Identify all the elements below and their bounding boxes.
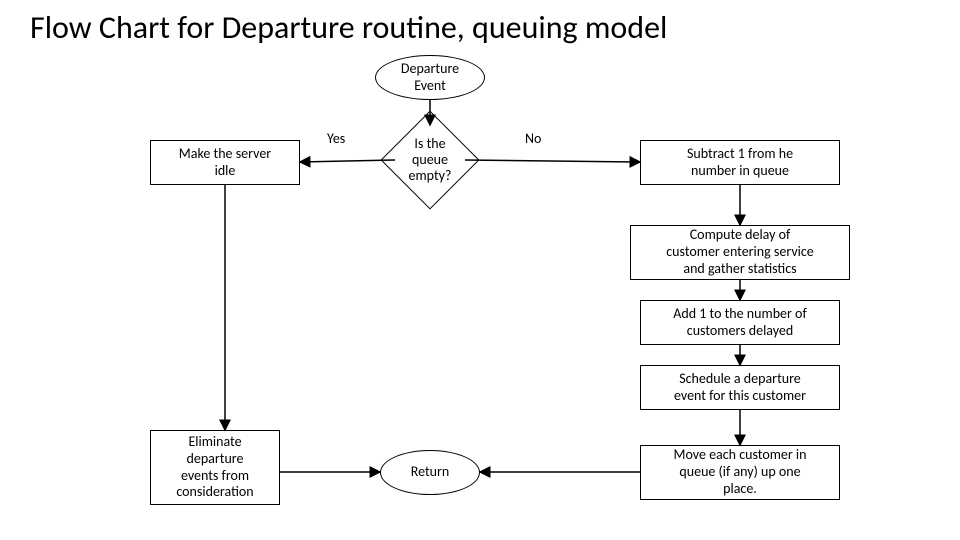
node-idle-label: Make the serveridle — [179, 146, 271, 180]
node-eliminate: Eliminatedepartureevents fromconsiderati… — [150, 430, 280, 505]
node-compute-label: Compute delay ofcustomer entering servic… — [666, 227, 814, 277]
node-subtract: Subtract 1 from henumber in queue — [640, 140, 840, 185]
edge-label-no: No — [525, 130, 541, 147]
node-idle: Make the serveridle — [150, 140, 300, 185]
page-title: Flow Chart for Departure routine, queuin… — [30, 8, 667, 47]
node-return-label: Return — [411, 464, 450, 481]
node-schedule-label: Schedule a departureevent for this custo… — [674, 371, 806, 405]
node-eliminate-label: Eliminatedepartureevents fromconsiderati… — [176, 434, 253, 501]
node-return: Return — [380, 450, 480, 495]
node-decision-label: Is thequeueempty? — [409, 136, 452, 184]
node-compute: Compute delay ofcustomer entering servic… — [630, 225, 850, 280]
edge-label-yes: Yes — [327, 130, 345, 147]
node-add1-label: Add 1 to the number ofcustomers delayed — [673, 306, 806, 340]
node-add1: Add 1 to the number ofcustomers delayed — [640, 300, 840, 345]
node-move-label: Move each customer inqueue (if any) up o… — [673, 447, 806, 497]
node-start: DepartureEvent — [375, 55, 485, 100]
node-start-label: DepartureEvent — [401, 61, 459, 95]
node-schedule: Schedule a departureevent for this custo… — [640, 365, 840, 410]
node-move: Move each customer inqueue (if any) up o… — [640, 445, 840, 500]
node-decision: Is thequeueempty? — [395, 125, 465, 195]
node-subtract-label: Subtract 1 from henumber in queue — [687, 146, 793, 180]
